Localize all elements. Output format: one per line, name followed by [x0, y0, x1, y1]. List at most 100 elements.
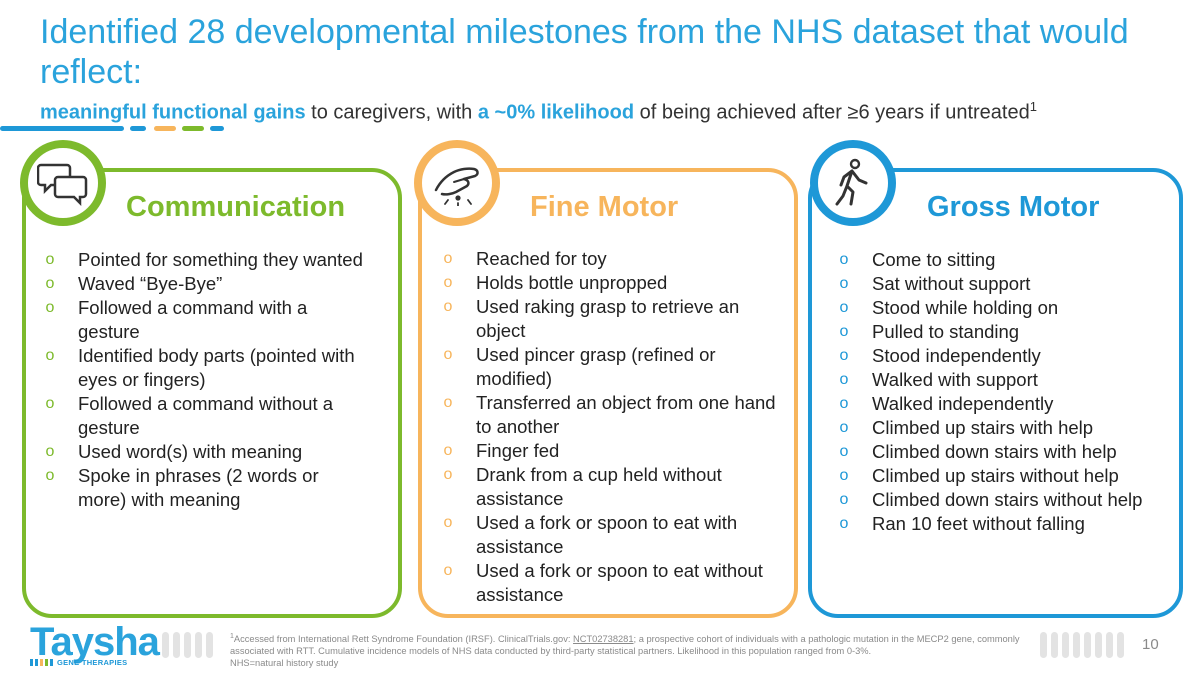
- bullet-icon: o: [839, 299, 849, 316]
- milestone-text: Sat without support: [872, 273, 1031, 294]
- milestone-text: Climbed up stairs with help: [872, 417, 1094, 438]
- bullet-icon: o: [443, 442, 453, 459]
- bullet-icon: o: [839, 323, 849, 340]
- communication-milestone-list: o Pointed for something they wanted o Wave…: [40, 248, 370, 512]
- subtitle-highlight-gains: meaningful functional gains: [40, 101, 306, 124]
- list-item: o Used a fork or spoon to eat with assist…: [438, 511, 783, 559]
- list-item: o Used pincer grasp (refined or modified): [438, 343, 783, 391]
- list-item: o Walked independently: [834, 392, 1179, 416]
- communication-badge: [20, 140, 106, 226]
- divider-dash: [154, 126, 176, 131]
- bullet-icon: o: [45, 299, 55, 316]
- list-item: o Sat without support: [834, 272, 1179, 296]
- pinch-hand-icon: [434, 167, 479, 206]
- bullet-icon: o: [839, 491, 849, 508]
- list-item: o Drank from a cup held without assistanc…: [438, 463, 783, 511]
- list-item: o Come to sitting: [834, 248, 1179, 272]
- bullet-icon: o: [45, 443, 55, 460]
- decorative-bars-icon: [162, 632, 213, 658]
- bullet-icon: o: [443, 250, 453, 267]
- bullet-icon: o: [45, 395, 55, 412]
- milestone-text: Holds bottle unpropped: [476, 272, 668, 293]
- bullet-icon: o: [839, 515, 849, 532]
- list-item: o Climbed down stairs without help: [834, 488, 1179, 512]
- bullet-icon: o: [45, 467, 55, 484]
- list-item: o Stood independently: [834, 344, 1179, 368]
- decorative-bars-icon: [1040, 632, 1124, 658]
- fine-motor-milestone-list: o Reached for toy o Holds bottle unpropped…: [438, 247, 783, 607]
- bullet-icon: o: [839, 467, 849, 484]
- list-item: o Stood while holding on: [834, 296, 1179, 320]
- list-item: o Spoke in phrases (2 words or more) with…: [40, 464, 370, 512]
- list-item: o Climbed down stairs with help: [834, 440, 1179, 464]
- page-title: Identified 28 developmental milestones f…: [40, 13, 1129, 91]
- footnote-text-2: ; a prospective cohort of individuals wi…: [230, 634, 1020, 657]
- subtitle-text-end: of being achieved after ≥6 years if untr…: [634, 101, 1030, 124]
- divider-dash: [130, 126, 146, 131]
- milestone-text: Walked independently: [872, 393, 1054, 414]
- subtitle-text-mid: to caregivers, with: [305, 101, 478, 124]
- milestone-text: Stood while holding on: [872, 297, 1059, 318]
- bullet-icon: o: [443, 514, 453, 531]
- gross-motor-card: [808, 168, 1183, 618]
- milestone-text: Finger fed: [476, 440, 560, 461]
- footnote-abbreviation: NHS=natural history study: [230, 658, 339, 669]
- list-item: o Used raking grasp to retrieve an object: [438, 295, 783, 343]
- milestone-text: Used raking grasp to retrieve an object: [476, 296, 740, 341]
- footnote-ref: 1: [230, 633, 234, 640]
- bullet-icon: o: [839, 395, 849, 412]
- milestone-text: Used pincer grasp (refined or modified): [476, 344, 716, 389]
- milestone-text: Spoke in phrases (2 words or more) with …: [78, 465, 319, 510]
- subtitle-highlight-likelihood: a ~0% likelihood: [477, 101, 635, 124]
- bullet-icon: o: [443, 562, 453, 579]
- bullet-icon: o: [839, 371, 849, 388]
- speech-bubbles-icon: [37, 163, 88, 206]
- divider-dash: [210, 126, 224, 131]
- fine-motor-badge: [414, 140, 500, 226]
- milestone-text: Followed a command with a gesture: [78, 297, 308, 342]
- bullet-icon: o: [443, 394, 453, 411]
- milestone-text: Pulled to standing: [872, 321, 1020, 342]
- milestone-text: Identified body parts (pointed with eyes…: [78, 345, 355, 390]
- divider-dash: [0, 126, 124, 131]
- fine-motor-title: Fine Motor: [530, 191, 679, 223]
- milestone-text: Pointed for something they wanted: [78, 249, 363, 270]
- clinicaltrials-link[interactable]: NCT02738281: [573, 634, 634, 645]
- list-item: o Used a fork or spoon to eat without ass…: [438, 559, 783, 607]
- milestone-text: Used a fork or spoon to eat with assista…: [476, 512, 738, 557]
- bullet-icon: o: [839, 443, 849, 460]
- gross-motor-milestone-list: o Come to sitting o Sat without support o S…: [834, 248, 1179, 536]
- list-item: o Waved “Bye-Bye”: [40, 272, 370, 296]
- bullet-icon: o: [839, 419, 849, 436]
- logo-bars-icon: [30, 659, 53, 666]
- logo-wordmark: Taysha: [30, 620, 160, 664]
- bullet-icon: o: [839, 347, 849, 364]
- milestone-text: Followed a command without a gesture: [78, 393, 334, 438]
- footnote: 1Accessed from International Rett Syndro…: [230, 631, 1025, 669]
- list-item: o Climbed up stairs without help: [834, 464, 1179, 488]
- list-item: o Finger fed: [438, 439, 783, 463]
- list-item: o Pointed for something they wanted: [40, 248, 370, 272]
- logo-tagline-row: GENE THERAPIES: [30, 658, 155, 667]
- logo-tagline: GENE THERAPIES: [57, 658, 128, 667]
- list-item: o Reached for toy: [438, 247, 783, 271]
- list-item: o Holds bottle unpropped: [438, 271, 783, 295]
- fine-motor-card: [418, 168, 798, 618]
- milestone-text: Climbed up stairs without help: [872, 465, 1119, 486]
- list-item: o Identified body parts (pointed with eye…: [40, 344, 370, 392]
- list-item: o Transferred an object from one hand to …: [438, 391, 783, 439]
- bullet-icon: o: [45, 251, 55, 268]
- company-logo: Taysha GENE THERAPIES: [30, 620, 160, 667]
- bullet-icon: o: [443, 298, 453, 315]
- subtitle: meaningful functional gains to caregiver…: [40, 94, 1037, 126]
- list-item: o Followed a command without a gesture: [40, 392, 370, 440]
- milestone-text: Walked with support: [872, 369, 1038, 390]
- milestone-text: Climbed down stairs without help: [872, 489, 1143, 510]
- bullet-icon: o: [839, 275, 849, 292]
- bullet-icon: o: [443, 346, 453, 363]
- milestone-text: Come to sitting: [872, 249, 996, 270]
- gross-motor-title: Gross Motor: [927, 191, 1100, 223]
- list-item: o Climbed up stairs with help: [834, 416, 1179, 440]
- list-item: o Followed a command with a gesture: [40, 296, 370, 344]
- bullet-icon: o: [45, 347, 55, 364]
